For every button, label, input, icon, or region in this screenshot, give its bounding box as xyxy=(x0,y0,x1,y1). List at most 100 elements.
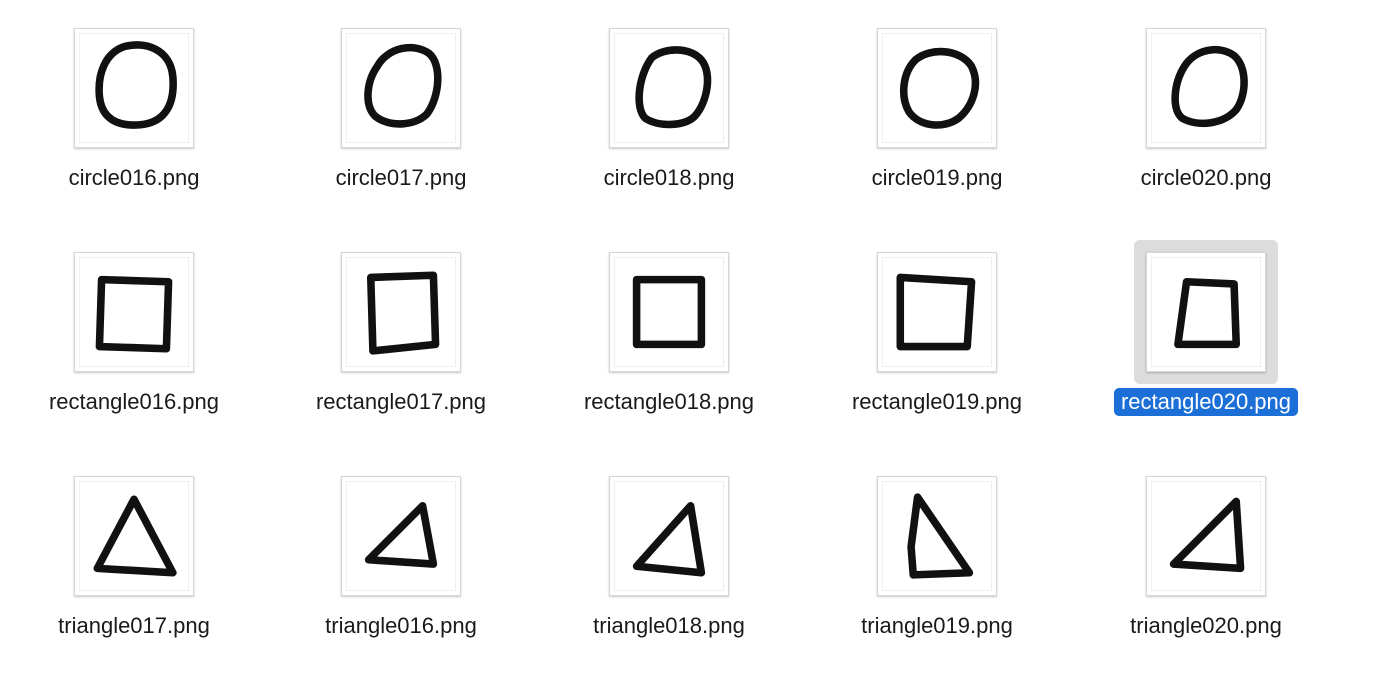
rectangle-stroke xyxy=(1174,277,1241,349)
file-name-text: triangle018.png xyxy=(593,613,745,638)
file-name-text: circle017.png xyxy=(335,165,467,190)
rectangle-stroke xyxy=(632,275,706,349)
file-thumbnail-frame[interactable] xyxy=(1134,16,1278,160)
file-thumbnail[interactable] xyxy=(1146,476,1266,596)
circle-stroke xyxy=(899,47,980,129)
file-thumbnail-frame[interactable] xyxy=(62,16,206,160)
file-item[interactable]: circle019.png xyxy=(817,16,1057,216)
rectangle-stroke xyxy=(95,275,173,353)
file-thumbnail[interactable] xyxy=(877,28,997,148)
file-name-text: circle018.png xyxy=(603,165,735,190)
circle-drawing-icon xyxy=(882,33,992,143)
file-item[interactable]: circle016.png xyxy=(14,16,254,216)
rectangle-drawing-icon xyxy=(1151,257,1261,367)
circle-stroke xyxy=(364,43,442,128)
file-thumbnail-frame[interactable] xyxy=(597,16,741,160)
file-name-label[interactable]: circle016.png xyxy=(14,164,254,192)
rectangle-drawing-icon xyxy=(79,257,189,367)
triangle-stroke xyxy=(364,501,438,568)
circle-drawing-icon xyxy=(614,33,724,143)
file-thumbnail[interactable] xyxy=(341,476,461,596)
file-thumbnail[interactable] xyxy=(609,476,729,596)
file-item[interactable]: rectangle019.png xyxy=(817,240,1057,440)
file-name-text: triangle019.png xyxy=(861,613,1013,638)
file-thumbnail-frame[interactable] xyxy=(329,16,473,160)
file-name-label[interactable]: rectangle019.png xyxy=(817,388,1057,416)
file-item[interactable]: circle017.png xyxy=(281,16,521,216)
file-thumbnail[interactable] xyxy=(877,476,997,596)
file-thumbnail[interactable] xyxy=(74,28,194,148)
file-name-label[interactable]: triangle020.png xyxy=(1086,612,1326,640)
circle-stroke xyxy=(635,46,712,129)
file-thumbnail-frame[interactable] xyxy=(1134,240,1278,384)
file-thumbnail-frame[interactable] xyxy=(597,464,741,608)
file-item[interactable]: rectangle018.png xyxy=(549,240,789,440)
file-name-label[interactable]: triangle016.png xyxy=(281,612,521,640)
triangle-drawing-icon xyxy=(346,481,456,591)
file-name-label[interactable]: circle018.png xyxy=(549,164,789,192)
file-name-label[interactable]: circle019.png xyxy=(817,164,1057,192)
file-thumbnail[interactable] xyxy=(74,252,194,372)
file-thumbnail[interactable] xyxy=(1146,28,1266,148)
file-item[interactable]: triangle016.png xyxy=(281,464,521,664)
file-name-text: rectangle020.png xyxy=(1113,388,1299,416)
file-item[interactable]: circle018.png xyxy=(549,16,789,216)
circle-drawing-icon xyxy=(79,33,189,143)
file-thumbnail-frame[interactable] xyxy=(329,464,473,608)
rectangle-stroke xyxy=(896,273,976,351)
file-name-label[interactable]: circle017.png xyxy=(281,164,521,192)
triangle-drawing-icon xyxy=(1151,481,1261,591)
file-thumbnail[interactable] xyxy=(74,476,194,596)
file-name-label[interactable]: rectangle018.png xyxy=(549,388,789,416)
file-thumbnail-frame[interactable] xyxy=(865,464,1009,608)
file-thumbnail[interactable] xyxy=(1146,252,1266,372)
file-name-text: triangle017.png xyxy=(58,613,210,638)
file-thumbnail-frame[interactable] xyxy=(865,16,1009,160)
circle-drawing-icon xyxy=(1151,33,1261,143)
file-name-label[interactable]: rectangle017.png xyxy=(281,388,521,416)
file-name-text: rectangle016.png xyxy=(48,389,220,414)
file-item[interactable]: triangle019.png xyxy=(817,464,1057,664)
file-thumbnail[interactable] xyxy=(609,28,729,148)
file-name-label[interactable]: rectangle016.png xyxy=(14,388,254,416)
file-name-label[interactable]: triangle019.png xyxy=(817,612,1057,640)
triangle-drawing-icon xyxy=(79,481,189,591)
file-name-label[interactable]: triangle017.png xyxy=(14,612,254,640)
file-item[interactable]: circle020.png xyxy=(1086,16,1326,216)
file-item[interactable]: rectangle017.png xyxy=(281,240,521,440)
circle-stroke xyxy=(95,41,177,129)
file-name-text: circle020.png xyxy=(1140,165,1272,190)
file-name-text: triangle020.png xyxy=(1130,613,1282,638)
triangle-drawing-icon xyxy=(882,481,992,591)
file-name-text: triangle016.png xyxy=(325,613,477,638)
triangle-stroke xyxy=(907,493,974,579)
file-item[interactable]: rectangle020.png xyxy=(1086,240,1326,440)
rectangle-stroke xyxy=(366,271,440,355)
file-name-label[interactable]: circle020.png xyxy=(1086,164,1326,192)
rectangle-drawing-icon xyxy=(346,257,456,367)
circle-drawing-icon xyxy=(346,33,456,143)
file-name-text: rectangle019.png xyxy=(851,389,1023,414)
file-name-text: circle019.png xyxy=(871,165,1003,190)
file-thumbnail[interactable] xyxy=(341,28,461,148)
file-name-label[interactable]: triangle018.png xyxy=(549,612,789,640)
file-thumbnail-frame[interactable] xyxy=(329,240,473,384)
circle-stroke xyxy=(1171,45,1248,128)
file-thumbnail[interactable] xyxy=(609,252,729,372)
file-name-text: circle016.png xyxy=(68,165,200,190)
file-thumbnail-frame[interactable] xyxy=(62,240,206,384)
file-item[interactable]: rectangle016.png xyxy=(14,240,254,440)
file-thumbnail-frame[interactable] xyxy=(1134,464,1278,608)
file-item[interactable]: triangle020.png xyxy=(1086,464,1326,664)
file-thumbnail-frame[interactable] xyxy=(62,464,206,608)
file-thumbnail[interactable] xyxy=(877,252,997,372)
file-name-text: rectangle017.png xyxy=(315,389,487,414)
file-thumbnail-frame[interactable] xyxy=(597,240,741,384)
file-name-label[interactable]: rectangle020.png xyxy=(1086,388,1326,416)
file-thumbnail[interactable] xyxy=(341,252,461,372)
triangle-stroke xyxy=(93,495,177,577)
file-item[interactable]: triangle017.png xyxy=(14,464,254,664)
file-thumbnail-frame[interactable] xyxy=(865,240,1009,384)
file-item[interactable]: triangle018.png xyxy=(549,464,789,664)
